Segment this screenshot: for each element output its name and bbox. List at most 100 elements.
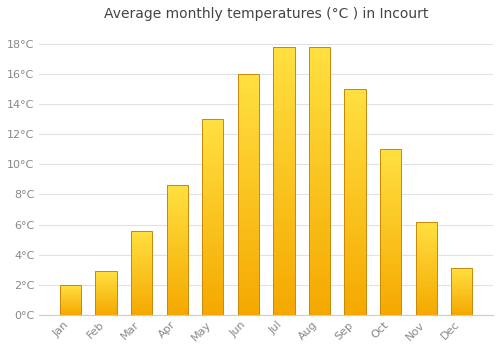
Bar (416, 287, 437, 288)
Bar (273, 161, 294, 164)
Bar (416, 276, 437, 278)
Bar (238, 149, 259, 152)
Bar (344, 205, 366, 208)
Bar (60, 310, 81, 311)
Bar (166, 234, 188, 236)
Bar (344, 270, 366, 273)
Bar (380, 278, 402, 280)
Bar (309, 138, 330, 141)
Bar (344, 132, 366, 134)
Bar (309, 84, 330, 87)
Bar (416, 264, 437, 265)
Bar (416, 248, 437, 250)
Bar (309, 117, 330, 121)
Bar (166, 308, 188, 310)
Bar (380, 187, 402, 189)
Bar (96, 276, 116, 277)
Bar (96, 279, 116, 280)
Bar (273, 84, 294, 87)
Bar (202, 122, 224, 124)
Bar (238, 122, 259, 125)
Bar (416, 223, 437, 224)
Bar (416, 274, 437, 275)
Bar (202, 185, 224, 188)
Bar (202, 261, 224, 264)
Bar (416, 268, 437, 269)
Bar (344, 140, 366, 143)
Bar (344, 210, 366, 213)
Bar (96, 299, 116, 300)
Bar (451, 278, 472, 279)
Bar (273, 127, 294, 131)
Bar (309, 218, 330, 221)
Bar (309, 111, 330, 114)
Bar (60, 304, 81, 305)
Bar (344, 216, 366, 219)
Bar (451, 289, 472, 290)
Bar (451, 269, 472, 270)
Bar (238, 137, 259, 140)
Bar (131, 310, 152, 312)
Bar (166, 197, 188, 198)
Bar (273, 228, 294, 231)
Bar (60, 295, 81, 296)
Bar (202, 288, 224, 290)
Bar (238, 152, 259, 155)
Bar (238, 101, 259, 104)
Bar (380, 290, 402, 292)
Bar (344, 143, 366, 146)
Bar (273, 298, 294, 301)
Bar (273, 248, 294, 251)
Bar (96, 284, 116, 285)
Bar (131, 232, 152, 233)
Bar (380, 149, 402, 152)
Bar (166, 237, 188, 239)
Bar (96, 286, 116, 287)
Bar (166, 242, 188, 244)
Bar (344, 109, 366, 112)
Bar (344, 222, 366, 225)
Bar (166, 310, 188, 312)
Bar (451, 296, 472, 297)
Bar (344, 264, 366, 267)
Bar (202, 246, 224, 249)
Bar (380, 302, 402, 304)
Bar (166, 208, 188, 210)
Bar (238, 240, 259, 243)
Bar (131, 298, 152, 299)
Bar (273, 144, 294, 147)
Bar (344, 267, 366, 270)
Bar (416, 234, 437, 236)
Bar (166, 240, 188, 242)
Bar (309, 305, 330, 308)
Bar (238, 246, 259, 248)
Bar (202, 241, 224, 244)
Bar (238, 119, 259, 122)
Bar (344, 154, 366, 157)
Bar (344, 236, 366, 239)
Bar (131, 286, 152, 287)
Bar (344, 177, 366, 180)
Bar (344, 219, 366, 222)
Bar (380, 286, 402, 288)
Bar (344, 100, 366, 103)
Bar (202, 256, 224, 259)
Bar (131, 301, 152, 302)
Bar (344, 306, 366, 309)
Bar (416, 292, 437, 293)
Bar (131, 288, 152, 289)
Bar (416, 280, 437, 281)
Bar (273, 224, 294, 228)
Bar (380, 284, 402, 286)
Bar (344, 126, 366, 129)
Bar (131, 261, 152, 262)
Bar (273, 295, 294, 298)
Bar (131, 289, 152, 290)
Bar (273, 291, 294, 295)
Bar (238, 248, 259, 252)
Bar (380, 152, 402, 154)
Bar (309, 127, 330, 131)
Bar (309, 194, 330, 198)
Bar (238, 107, 259, 110)
Bar (344, 233, 366, 236)
